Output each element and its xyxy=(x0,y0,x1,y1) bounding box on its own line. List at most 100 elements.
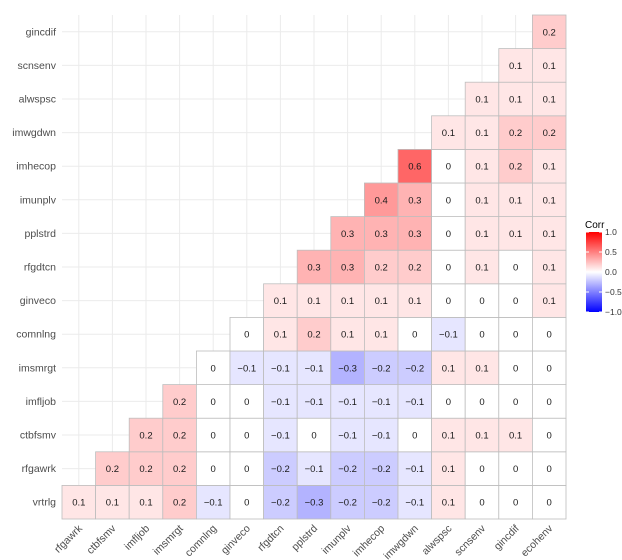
y-tick-label: ginveco xyxy=(20,295,56,307)
heatmap-cell xyxy=(363,283,399,318)
heatmap-cell xyxy=(498,249,533,285)
y-tick-label: imwgdwn xyxy=(12,127,56,139)
cell-value-label: 0.1 xyxy=(106,498,119,509)
y-tick-label: rfgdtcn xyxy=(24,262,56,274)
heatmap-cell xyxy=(229,384,264,419)
cell-value-label: 0.1 xyxy=(475,195,488,206)
heatmap-cell xyxy=(229,316,264,352)
cell-value-label: 0.2 xyxy=(307,330,320,341)
cell-value-label: 0.2 xyxy=(509,128,522,139)
cell-value-label: 0.1 xyxy=(442,363,455,374)
heatmap-cell xyxy=(464,384,500,419)
cell-value-label: −0.1 xyxy=(372,397,391,408)
cell-value-label: 0.1 xyxy=(475,229,488,240)
cell-value-label: 0.2 xyxy=(408,263,421,274)
cell-value-label: −0.1 xyxy=(271,397,290,408)
cell-value-label: 0 xyxy=(513,263,518,274)
cell-value-label: −0.2 xyxy=(405,363,424,374)
cell-value-label: 0 xyxy=(513,330,518,341)
heatmap-cell xyxy=(330,451,365,486)
x-tick-label: imwgdwn xyxy=(381,523,421,560)
heatmap-cell xyxy=(229,417,264,453)
cell-value-label: −0.3 xyxy=(338,363,357,374)
heatmap-cell xyxy=(532,316,567,352)
heatmap-cell xyxy=(431,216,466,251)
heatmap-cell xyxy=(532,384,567,419)
cell-value-label: −0.1 xyxy=(405,498,424,509)
heatmap-cell xyxy=(532,417,567,453)
heatmap-cell xyxy=(296,484,332,520)
x-tick-label: gincdif xyxy=(492,523,522,553)
cell-value-label: 0 xyxy=(211,431,216,442)
cell-value-label: 0.1 xyxy=(509,95,522,106)
heatmap-cell xyxy=(229,350,264,385)
cell-value-label: −0.1 xyxy=(271,363,290,374)
cell-value-label: −0.1 xyxy=(338,431,357,442)
heatmap-cell xyxy=(397,417,432,453)
heatmap-cell xyxy=(532,48,567,83)
cell-value-label: 0 xyxy=(211,363,216,374)
cell-value-label: 0 xyxy=(479,498,484,509)
cell-value-label: 0.1 xyxy=(274,330,287,341)
cell-value-label: 0 xyxy=(513,464,518,475)
heatmap-cell xyxy=(431,115,466,150)
cell-value-label: −0.2 xyxy=(338,498,357,509)
cell-value-label: 0.6 xyxy=(408,162,421,173)
cell-value-label: −0.2 xyxy=(271,464,290,475)
cell-value-label: 0.1 xyxy=(475,162,488,173)
cell-value-label: 0 xyxy=(513,296,518,307)
cell-value-label: 0.1 xyxy=(509,61,522,72)
x-tick-label: imfljob xyxy=(122,523,152,553)
heatmap-cell xyxy=(296,249,332,285)
y-tick-label: imunplv xyxy=(20,194,57,206)
cell-value-label: 0 xyxy=(513,363,518,374)
cell-value-label: −0.1 xyxy=(405,464,424,475)
cell-value-label: 0.1 xyxy=(475,95,488,106)
cell-value-label: 0.1 xyxy=(341,330,354,341)
cell-value-label: 0.3 xyxy=(341,263,354,274)
heatmap-cell xyxy=(397,283,432,318)
heatmap-cell xyxy=(363,182,399,217)
heatmap-cell xyxy=(397,316,432,352)
cell-value-label: 0.1 xyxy=(475,263,488,274)
heatmap-cell xyxy=(532,350,567,385)
heatmap-cell xyxy=(263,316,298,352)
heatmap-cell xyxy=(162,384,197,419)
cell-value-label: −0.2 xyxy=(372,464,391,475)
heatmap-cell xyxy=(397,148,432,184)
heatmap-cell xyxy=(498,350,533,385)
x-tick-label: imsmrgt xyxy=(151,523,186,558)
heatmap-cell xyxy=(263,484,298,520)
cell-value-label: −0.2 xyxy=(372,498,391,509)
heatmap-cell xyxy=(363,417,399,453)
heatmap-cell xyxy=(263,384,298,419)
cell-value-label: 0 xyxy=(547,330,552,341)
cell-value-label: 0.1 xyxy=(139,498,152,509)
y-tick-label: ctbfsmv xyxy=(20,430,57,442)
cell-value-label: 0.4 xyxy=(375,195,388,206)
cell-value-label: 0 xyxy=(244,498,249,509)
cell-value-label: 0.2 xyxy=(173,464,186,475)
cell-value-label: 0 xyxy=(446,296,451,307)
heatmap-cell xyxy=(195,417,231,453)
cell-value-label: 0.1 xyxy=(543,229,556,240)
cell-value-label: 0.3 xyxy=(375,229,388,240)
cell-value-label: 0 xyxy=(479,296,484,307)
cell-value-label: 0 xyxy=(547,498,552,509)
cell-value-label: 0 xyxy=(244,464,249,475)
heatmap-cell xyxy=(397,384,432,419)
legend-tick-label: 1.0 xyxy=(605,227,617,237)
heatmap-cell xyxy=(431,417,466,453)
heatmap-cell xyxy=(128,484,164,520)
y-tick-label: vrtrlg xyxy=(33,497,56,509)
y-tick-label: imhecop xyxy=(16,161,56,173)
legend-colorbar xyxy=(586,232,602,312)
cell-value-label: 0.1 xyxy=(442,498,455,509)
cell-value-label: −0.1 xyxy=(204,498,223,509)
cell-value-label: −0.1 xyxy=(237,363,256,374)
heatmap-cell xyxy=(363,216,399,251)
cell-value-label: −0.1 xyxy=(305,363,324,374)
heatmap-cell xyxy=(263,350,298,385)
y-tick-label: scnsenv xyxy=(17,60,56,72)
